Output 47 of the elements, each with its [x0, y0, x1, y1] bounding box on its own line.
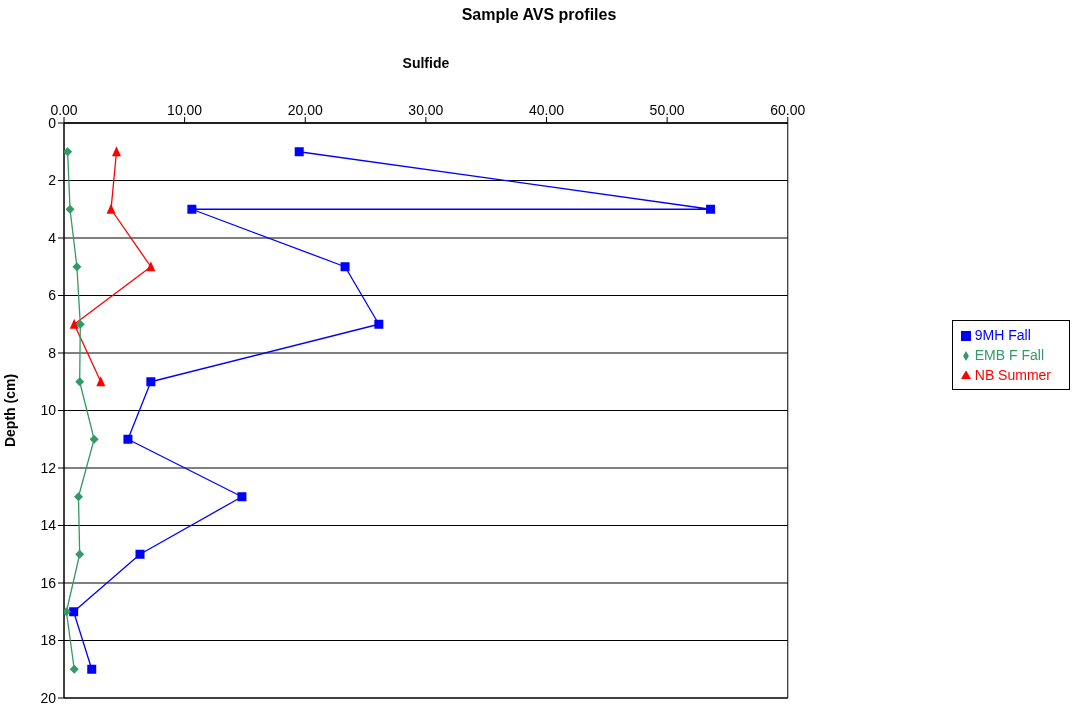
point: [64, 147, 73, 157]
x-tick-label: 30.00: [408, 102, 444, 118]
y-axis-title: Depth (cm): [1, 373, 18, 448]
point: [106, 203, 116, 214]
x-tick-label: 60.00: [770, 102, 806, 118]
chart-title: Sample AVS profiles: [460, 6, 618, 24]
legend-label: EMB F Fall: [974, 346, 1044, 363]
x-axis-title: Sulfide: [402, 54, 450, 71]
point: [146, 261, 156, 272]
y-tick-label: 14: [40, 517, 57, 534]
point: [69, 318, 79, 329]
y-tick-label: 16: [40, 574, 57, 591]
point: [72, 262, 82, 272]
x-tick-label: 40.00: [528, 102, 565, 118]
point: [75, 549, 85, 559]
y-tick-label: 4: [48, 229, 57, 246]
point: [96, 376, 106, 387]
point: [87, 664, 97, 674]
legend-label: NB Summer: [974, 366, 1051, 383]
y-tick-label: 10: [40, 402, 57, 419]
point: [89, 434, 99, 444]
point: [65, 204, 75, 214]
point: [69, 664, 79, 674]
point: [123, 434, 133, 444]
y-tick-label: 6: [48, 287, 57, 304]
y-tick-label: 8: [48, 344, 57, 361]
y-tick-label: 18: [40, 632, 57, 649]
point: [69, 607, 79, 617]
x-tick-label: 20.00: [287, 102, 323, 118]
point: [75, 377, 85, 387]
point: [111, 146, 121, 157]
point: [706, 204, 716, 214]
point: [187, 204, 197, 214]
point: [135, 549, 145, 559]
point: [237, 492, 247, 502]
point: [75, 319, 85, 329]
point: [340, 262, 350, 272]
point: [294, 147, 304, 157]
point: [73, 492, 83, 502]
y-tick-label: 12: [40, 459, 57, 476]
point: [374, 319, 384, 329]
y-tick-label: 20: [40, 689, 57, 706]
x-tick-label: 50.00: [649, 102, 685, 118]
point: [146, 377, 156, 387]
x-tick-label: 10.00: [167, 102, 203, 118]
legend-label: 9MH Fall: [974, 326, 1031, 343]
y-tick-label: 2: [48, 172, 57, 189]
